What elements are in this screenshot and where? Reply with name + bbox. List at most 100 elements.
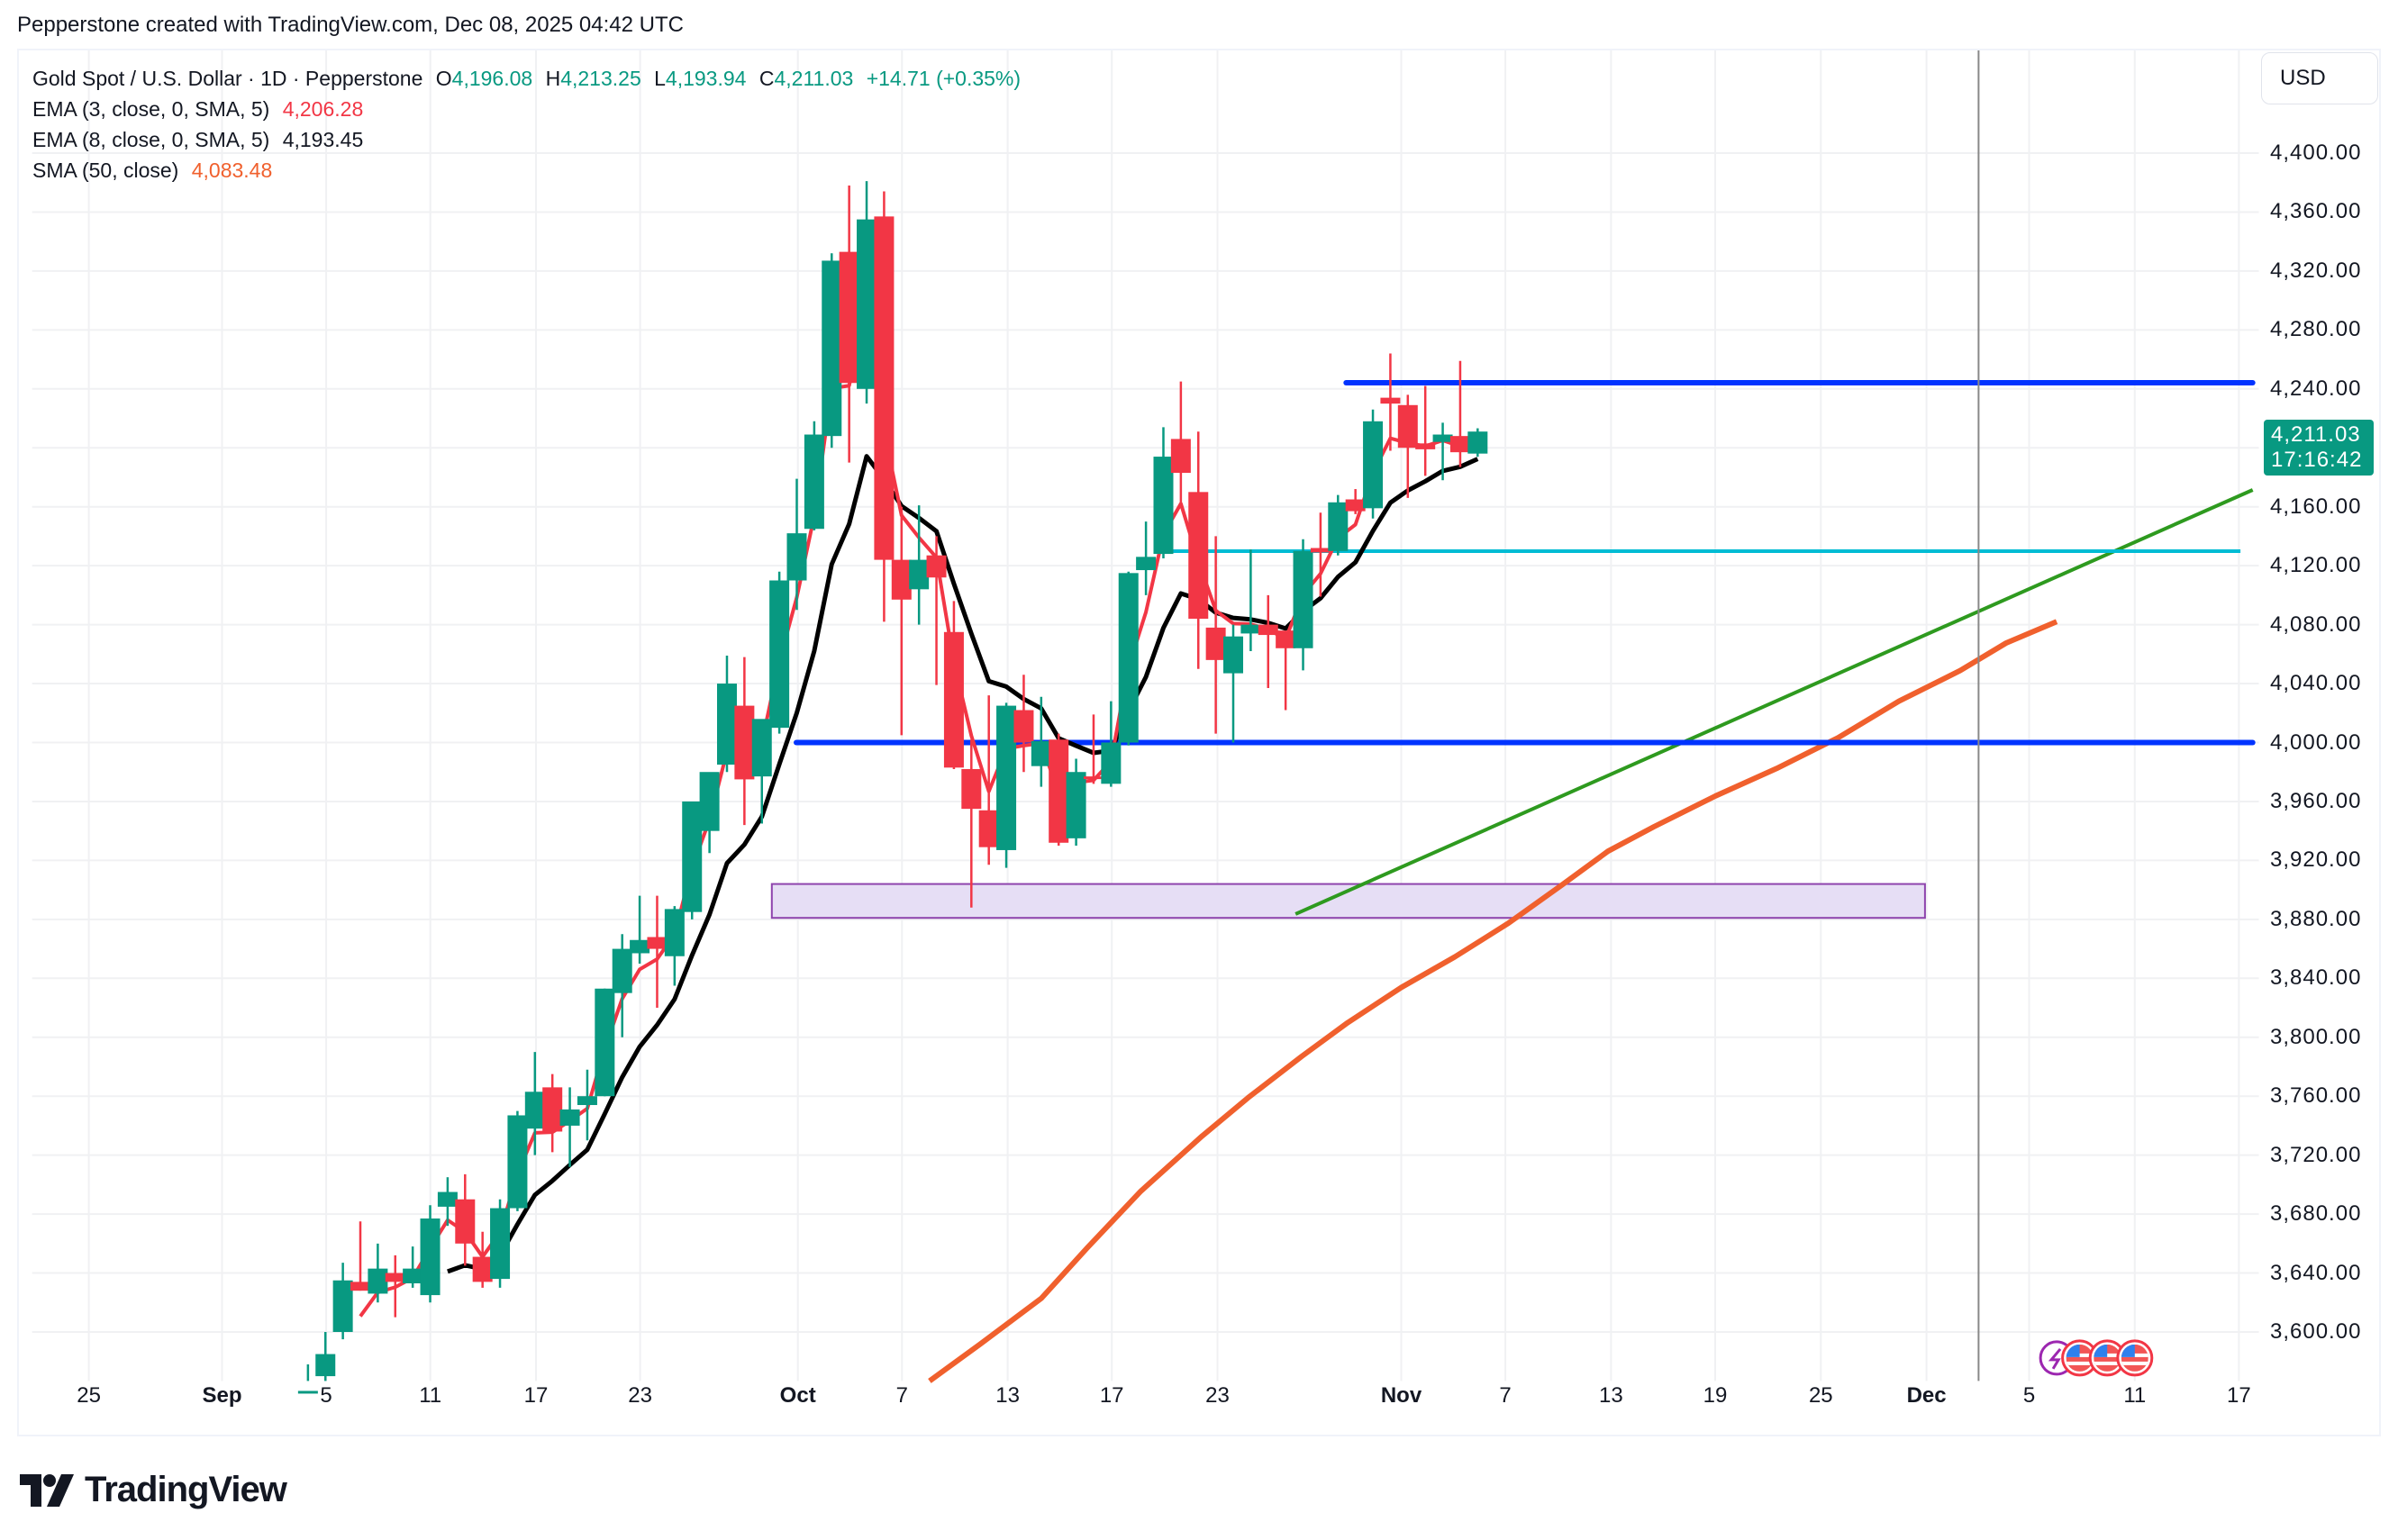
candle-up <box>1328 502 1349 551</box>
us-flag-event-icon[interactable] <box>2061 1339 2099 1377</box>
candle-up <box>1101 742 1122 784</box>
price-axis-label: 3,600.00 <box>2270 1319 2362 1344</box>
last-price-tag: 4,211.03 17:16:42 <box>2264 420 2374 476</box>
candle-up <box>769 580 790 729</box>
price-axis-label: 4,160.00 <box>2270 494 2362 519</box>
candle-up <box>909 559 930 590</box>
candle-down <box>978 810 999 847</box>
candle-up <box>682 801 703 912</box>
price-axis-label: 4,240.00 <box>2270 376 2362 401</box>
candle-up <box>699 772 720 831</box>
time-axis-label: 23 <box>1205 1383 1230 1408</box>
ema3-value: 4,206.28 <box>282 97 364 121</box>
price-axis-label: 3,720.00 <box>2270 1142 2362 1167</box>
candle-up <box>490 1208 511 1280</box>
candle-up <box>1153 457 1174 555</box>
candle-up <box>315 1354 336 1377</box>
candle-down <box>1415 443 1436 449</box>
price-axis-label: 4,000.00 <box>2270 729 2362 755</box>
price-axis-label: 3,960.00 <box>2270 788 2362 813</box>
candle-up <box>1293 550 1313 648</box>
candle-up <box>1031 740 1051 766</box>
candle-up <box>716 684 737 765</box>
candle-up <box>559 1109 580 1126</box>
candle-up <box>524 1092 545 1129</box>
change-value: +14.71 (+0.35%) <box>866 67 1022 90</box>
sma50-line <box>928 619 2058 1383</box>
candle-up <box>297 1391 318 1394</box>
candle-up <box>577 1096 597 1106</box>
chart-frame <box>17 49 2381 1436</box>
candle-up <box>1467 431 1488 454</box>
us-flag-event-icon[interactable] <box>2088 1339 2126 1377</box>
candle-up <box>786 533 807 581</box>
candle-up <box>507 1115 528 1209</box>
ema8-legend-row[interactable]: EMA (8, close, 0, SMA, 5) 4,193.45 <box>32 124 1021 155</box>
time-axis-label: 17 <box>1099 1383 1124 1408</box>
time-axis-label: 11 <box>419 1383 442 1408</box>
price-axis-label: 4,360.00 <box>2270 199 2362 224</box>
candle-down <box>455 1199 476 1244</box>
candle-up <box>332 1280 353 1332</box>
candle-up <box>437 1191 458 1207</box>
candle-down <box>1345 499 1366 512</box>
time-axis-label: Sep <box>202 1383 242 1408</box>
high-value: 4,213.25 <box>560 67 641 90</box>
candle-up <box>751 719 772 777</box>
price-axis-label: 4,320.00 <box>2270 258 2362 283</box>
sma50-value: 4,083.48 <box>191 159 273 182</box>
candle-up <box>595 988 615 1097</box>
price-axis-label: 4,400.00 <box>2270 140 2362 165</box>
candle-down <box>874 216 895 560</box>
time-axis-label: 7 <box>1499 1383 1512 1408</box>
time-axis-label: 5 <box>320 1383 332 1408</box>
candle-down <box>1170 439 1191 474</box>
symbol-legend-row[interactable]: Gold Spot / U.S. Dollar · 1D · Peppersto… <box>32 63 1021 94</box>
us-flag-event-icon[interactable] <box>2116 1339 2154 1377</box>
candle-up <box>664 909 685 956</box>
candle-down <box>647 937 668 949</box>
price-axis-label: 3,840.00 <box>2270 965 2362 991</box>
candle-down <box>385 1273 405 1282</box>
candle-up <box>804 434 824 530</box>
sma50-legend-row[interactable]: SMA (50, close) 4,083.48 <box>32 155 1021 186</box>
low-value: 4,193.94 <box>665 67 747 90</box>
candle-down <box>1013 710 1034 743</box>
candle-up <box>1432 434 1453 442</box>
time-axis-label: 13 <box>1599 1383 1623 1408</box>
candle-up <box>630 939 650 954</box>
candle-down <box>734 705 755 780</box>
time-axis-label: 17 <box>2227 1383 2251 1408</box>
close-value: 4,211.03 <box>774 67 854 90</box>
open-value: 4,196.08 <box>451 67 533 90</box>
tradingview-logo[interactable]: TradingView <box>20 1470 287 1510</box>
chart-legend: Gold Spot / U.S. Dollar · 1D · Peppersto… <box>32 63 1021 186</box>
candle-up <box>612 948 632 993</box>
time-axis-label: 5 <box>2022 1383 2036 1408</box>
time-axis-label: Dec <box>1906 1383 1947 1408</box>
price-axis-label: 3,800.00 <box>2270 1024 2362 1049</box>
tradingview-logo-text: TradingView <box>85 1470 287 1509</box>
price-axis-label: 3,920.00 <box>2270 847 2362 873</box>
candle-down <box>1310 548 1331 553</box>
candle-down <box>1258 624 1278 636</box>
candle-up <box>1066 772 1086 838</box>
price-axis-label: 4,280.00 <box>2270 317 2362 342</box>
ema3-legend-row[interactable]: EMA (3, close, 0, SMA, 5) 4,206.28 <box>32 94 1021 124</box>
candle-down <box>1449 436 1470 453</box>
open-label: O <box>435 67 452 90</box>
candle-up <box>1363 421 1384 509</box>
candle-down <box>1397 404 1418 448</box>
chart-credit: Pepperstone created with TradingView.com… <box>17 13 684 37</box>
candle-up <box>1240 624 1261 634</box>
currency-button[interactable]: USD <box>2261 52 2378 104</box>
ema3-line <box>359 300 1479 1318</box>
candle-up <box>857 219 877 389</box>
last-price-value: 4,211.03 <box>2271 422 2361 447</box>
economic-events-icons[interactable] <box>2039 1339 2154 1377</box>
time-axis-label: 11 <box>2123 1383 2147 1408</box>
time-axis-label: 19 <box>1703 1383 1728 1408</box>
candle-up <box>1136 557 1157 571</box>
price-axis-label: 3,640.00 <box>2270 1260 2362 1285</box>
